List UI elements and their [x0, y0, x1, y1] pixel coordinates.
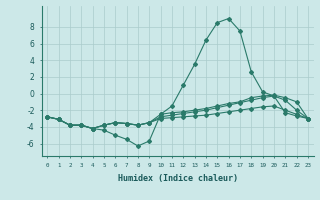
X-axis label: Humidex (Indice chaleur): Humidex (Indice chaleur): [118, 174, 237, 183]
